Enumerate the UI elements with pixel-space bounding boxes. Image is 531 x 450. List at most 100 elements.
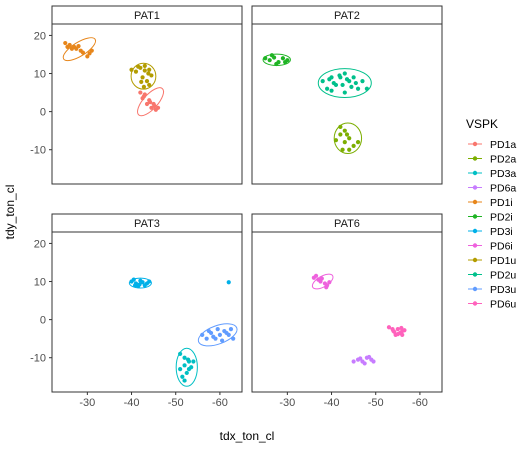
confidence-ellipse [62, 37, 97, 62]
data-point [340, 147, 345, 152]
facet-strip-label: PAT3 [134, 218, 160, 230]
confidence-ellipse [130, 62, 157, 90]
data-point [191, 359, 196, 364]
data-point [400, 332, 405, 337]
confidence-ellipse [128, 277, 152, 289]
data-point [371, 359, 376, 364]
data-point [142, 68, 147, 73]
x-tick-label: -50 [168, 397, 184, 409]
legend-label: PD3a [490, 168, 516, 180]
panel-border [51, 231, 243, 393]
legend-key-point [472, 141, 478, 147]
data-point [319, 276, 324, 281]
data-point [144, 79, 150, 84]
data-point [217, 332, 223, 337]
data-point [180, 374, 185, 379]
data-point [362, 361, 367, 366]
data-point [347, 147, 352, 152]
data-point [402, 328, 407, 333]
data-point [355, 86, 361, 91]
legend-label: PD3i [490, 226, 513, 238]
confidence-ellipse [333, 122, 363, 155]
legend-key-point [472, 257, 478, 263]
data-point [283, 59, 288, 65]
facet-strip-label: PAT6 [334, 218, 360, 230]
y-tick-label: 10 [34, 69, 46, 81]
panel-border [251, 23, 443, 185]
data-point [342, 139, 347, 145]
y-tick-label: 0 [40, 315, 46, 327]
data-point [342, 128, 347, 133]
data-point [395, 327, 400, 332]
data-point [392, 329, 397, 334]
data-point [351, 143, 356, 149]
data-point [327, 280, 332, 285]
legend-label: PD1u [490, 255, 516, 267]
confidence-ellipse [197, 323, 238, 347]
legend-label: PD1a [490, 139, 516, 151]
data-point [85, 54, 90, 59]
data-point [351, 359, 356, 364]
data-point [182, 363, 187, 368]
data-point [366, 354, 372, 360]
data-point [142, 63, 147, 69]
x-tick-label: -60 [212, 397, 228, 409]
data-point [325, 86, 330, 91]
legend-key-point [472, 156, 478, 161]
data-point [211, 334, 216, 339]
data-point [353, 80, 358, 86]
legend-label: PD3u [490, 284, 516, 296]
facet-strip-label: PAT2 [334, 10, 360, 22]
data-point [204, 336, 209, 341]
y-tick-label: 20 [34, 30, 46, 42]
data-point [215, 327, 220, 332]
confidence-ellipse [175, 347, 198, 387]
y-axis-title: tdy_ton_cl [3, 185, 17, 240]
data-point [347, 136, 352, 141]
legend-key-point [472, 243, 478, 248]
data-point [280, 56, 286, 61]
legend-label: PD6u [490, 299, 516, 311]
x-tick-label: -60 [412, 397, 428, 409]
data-point [395, 331, 400, 337]
data-point [344, 77, 350, 82]
data-point [399, 325, 404, 331]
legend-label: PD6a [490, 183, 516, 195]
legend-title: VSPK [466, 117, 498, 131]
data-point [76, 43, 81, 49]
data-point [147, 82, 152, 88]
legend-label: PD2u [490, 270, 516, 282]
confidence-ellipse [317, 68, 372, 99]
legend-label: PD2i [490, 212, 513, 224]
data-point [355, 139, 361, 145]
data-point [141, 84, 147, 89]
data-point [63, 40, 68, 46]
data-point [80, 50, 86, 55]
data-point [224, 330, 229, 336]
y-tick-label: -10 [30, 145, 46, 157]
legend-key-point [472, 170, 478, 176]
data-point [144, 101, 150, 107]
y-tick-label: 20 [34, 238, 46, 250]
y-tick-label: 10 [34, 277, 46, 289]
x-tick-label: -40 [324, 397, 340, 409]
data-point [140, 75, 145, 80]
data-point [327, 77, 332, 82]
legend-label: PD1i [490, 197, 513, 209]
data-point [147, 67, 152, 72]
data-point [149, 73, 154, 78]
data-point [184, 370, 189, 376]
data-point [149, 105, 154, 110]
data-point [358, 356, 363, 361]
panel-border [251, 231, 443, 393]
x-tick-label: -30 [279, 397, 295, 409]
data-point [137, 282, 142, 287]
data-point [342, 90, 347, 95]
facet-strip-label: PAT1 [134, 10, 160, 22]
data-point [351, 75, 356, 80]
legend-key-point [472, 228, 478, 234]
data-point [320, 79, 325, 84]
y-tick-label: -10 [30, 353, 46, 365]
